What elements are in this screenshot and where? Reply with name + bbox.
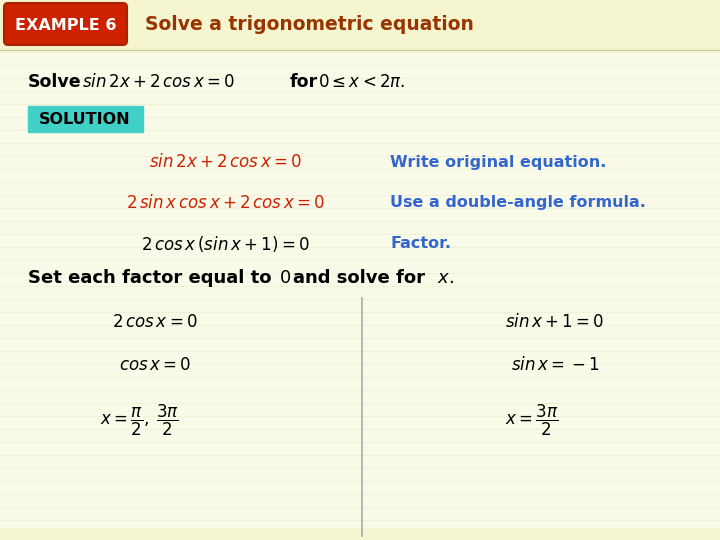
Text: $2\,\mathit{cos}\,x = 0$: $2\,\mathit{cos}\,x = 0$ xyxy=(112,313,198,331)
FancyBboxPatch shape xyxy=(0,528,720,540)
Text: Solve a trigonometric equation: Solve a trigonometric equation xyxy=(145,16,474,35)
Text: $\mathit{cos}\,x = 0$: $\mathit{cos}\,x = 0$ xyxy=(119,356,192,374)
Text: $2\,\mathit{cos}\,x\,(\mathit{sin}\,x + 1) = 0$: $2\,\mathit{cos}\,x\,(\mathit{sin}\,x + … xyxy=(140,234,310,254)
Text: SOLUTION: SOLUTION xyxy=(39,111,131,126)
Text: $\mathit{sin}\,2x + 2\,\mathit{cos}\,x = 0$: $\mathit{sin}\,2x + 2\,\mathit{cos}\,x =… xyxy=(82,73,235,91)
Text: $0 \leq x < 2\pi.$: $0 \leq x < 2\pi.$ xyxy=(318,73,405,91)
Text: Factor.: Factor. xyxy=(390,237,451,252)
Text: Solve: Solve xyxy=(28,73,81,91)
Text: $\mathit{sin}\,x = -1$: $\mathit{sin}\,x = -1$ xyxy=(511,356,599,374)
Text: Use a double-angle formula.: Use a double-angle formula. xyxy=(390,195,646,211)
FancyBboxPatch shape xyxy=(4,3,127,45)
Text: $x$.: $x$. xyxy=(437,269,454,287)
Text: for: for xyxy=(290,73,318,91)
Text: $\mathit{sin}\,x + 1 = 0$: $\mathit{sin}\,x + 1 = 0$ xyxy=(505,313,605,331)
Text: $2\,\mathit{sin}\,x\,\mathit{cos}\,x + 2\,\mathit{cos}\,x = 0$: $2\,\mathit{sin}\,x\,\mathit{cos}\,x + 2… xyxy=(125,194,325,212)
Text: 0: 0 xyxy=(280,269,292,287)
FancyBboxPatch shape xyxy=(0,0,720,50)
Text: EXAMPLE 6: EXAMPLE 6 xyxy=(15,17,117,32)
FancyBboxPatch shape xyxy=(28,106,143,132)
Text: Write original equation.: Write original equation. xyxy=(390,154,606,170)
Text: $x = \dfrac{3\pi}{2}$: $x = \dfrac{3\pi}{2}$ xyxy=(505,402,559,437)
Text: $x = \dfrac{\pi}{2},\;\dfrac{3\pi}{2}$: $x = \dfrac{\pi}{2},\;\dfrac{3\pi}{2}$ xyxy=(100,402,179,437)
Text: and solve for: and solve for xyxy=(293,269,425,287)
Text: Set each factor equal to: Set each factor equal to xyxy=(28,269,271,287)
Text: $\mathit{sin}\,2x + 2\,\mathit{cos}\,x = 0$: $\mathit{sin}\,2x + 2\,\mathit{cos}\,x =… xyxy=(148,153,302,171)
